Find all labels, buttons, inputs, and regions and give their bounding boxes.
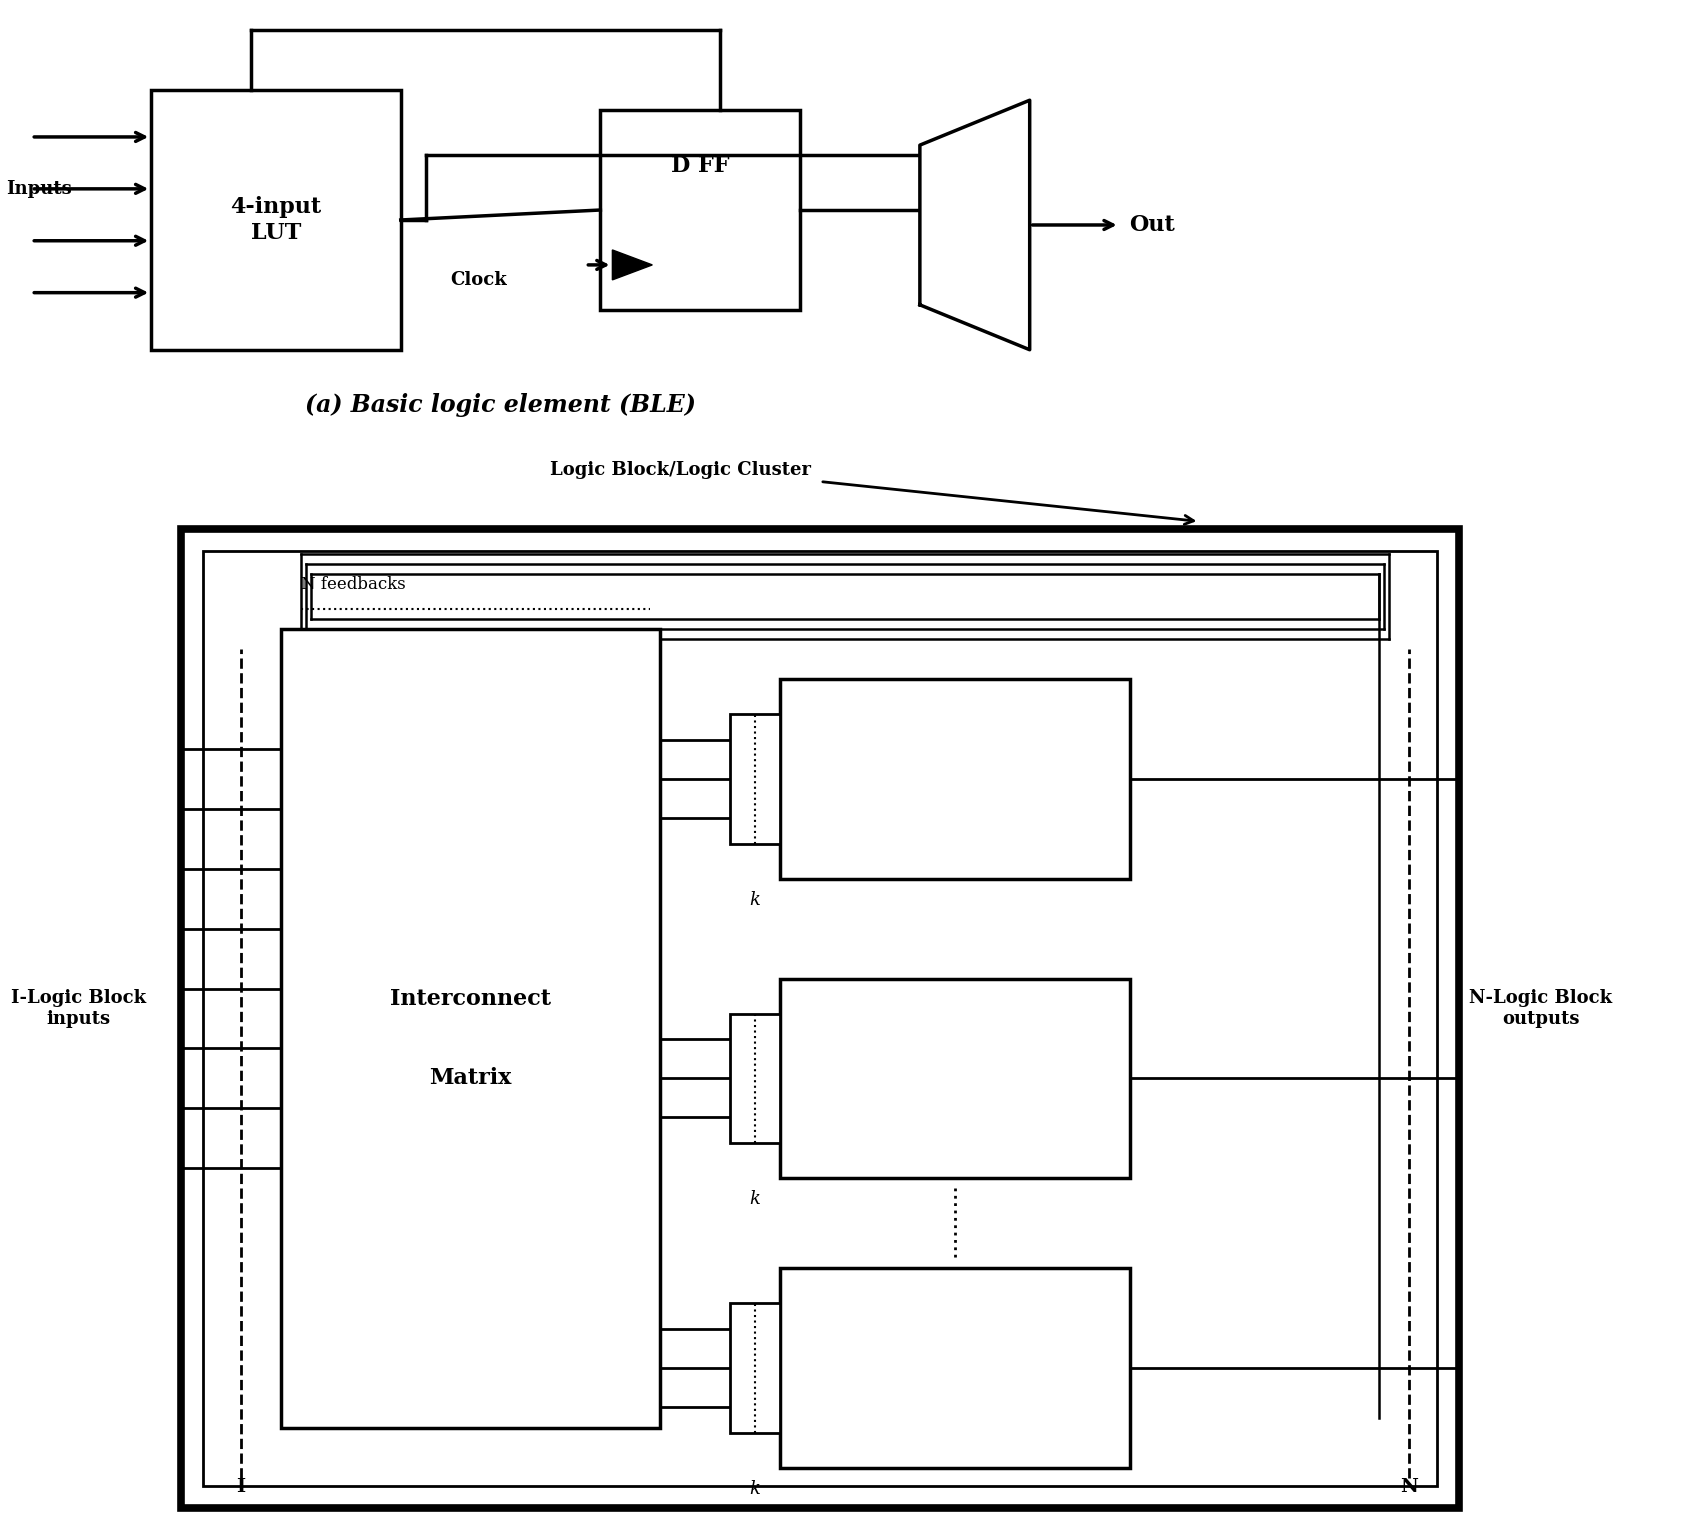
Bar	[731, 714, 780, 844]
Text: N feedbacks: N feedbacks	[301, 576, 406, 593]
Text: k: k	[749, 1480, 761, 1498]
Text: Logic Block/Logic Cluster: Logic Block/Logic Cluster	[549, 460, 810, 479]
Bar	[731, 1303, 780, 1433]
Text: 4-input
LUT: 4-input LUT	[231, 196, 322, 243]
Text: N-Logic Block
outputs: N-Logic Block outputs	[1468, 989, 1612, 1027]
Bar	[780, 979, 1130, 1179]
Polygon shape	[919, 101, 1029, 350]
Text: Inputs: Inputs	[7, 180, 72, 197]
Text: Out: Out	[1130, 214, 1175, 235]
Text: k: k	[749, 891, 761, 908]
Text: I: I	[236, 1477, 246, 1495]
Bar	[204, 552, 1436, 1486]
Text: Clock: Clock	[451, 271, 507, 289]
Text: D FF: D FF	[670, 154, 729, 177]
Bar	[281, 630, 660, 1428]
Bar	[780, 1268, 1130, 1468]
Bar	[182, 529, 1458, 1508]
Text: BLE #1: BLE #1	[908, 768, 1002, 790]
Bar	[601, 110, 800, 310]
Text: BLE #2: BLE #2	[908, 1067, 1002, 1090]
Text: BLE #N: BLE #N	[906, 1356, 1004, 1379]
Text: Interconnect: Interconnect	[391, 988, 551, 1009]
Text: Matrix: Matrix	[429, 1067, 512, 1090]
Text: k: k	[749, 1190, 761, 1208]
Bar	[780, 679, 1130, 879]
Bar	[731, 1014, 780, 1144]
Text: I-Logic Block
inputs: I-Logic Block inputs	[12, 989, 147, 1027]
Text: N: N	[1399, 1477, 1418, 1495]
Polygon shape	[613, 249, 652, 280]
Bar	[152, 90, 401, 350]
Text: (a) Basic logic element (BLE): (a) Basic logic element (BLE)	[305, 393, 695, 417]
